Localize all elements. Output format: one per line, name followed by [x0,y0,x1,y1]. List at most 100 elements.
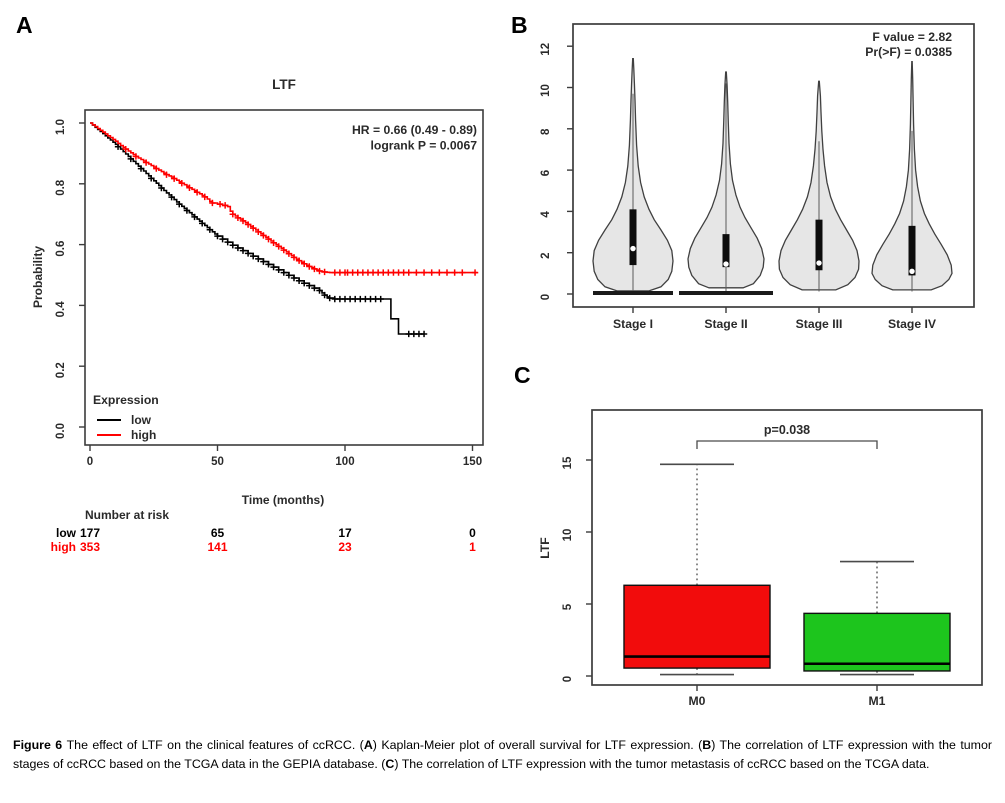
km-censor-mark [306,282,313,289]
nar-value: 23 [338,540,352,554]
box-ytick-label: 15 [562,456,574,469]
violin-iqr-bar [815,219,823,271]
km-censor-mark [260,232,267,239]
violin-ytick-label: 2 [540,252,552,258]
km-censor-mark [413,269,420,276]
km-censor-mark [153,165,160,172]
km-annotation: logrank P = 0.0067 [371,139,478,153]
km-censor-mark [405,269,412,276]
km-censor-mark [471,269,479,276]
km-censor-mark [295,257,303,264]
km-censor-mark [132,153,140,160]
km-censor-mark [280,246,287,254]
km-curve-low [90,122,424,335]
box-category-label: M0 [689,694,706,708]
nar-value: 1 [469,540,476,554]
km-censor-mark [199,220,206,227]
km-xtick-label: 150 [463,456,482,468]
nar-header: Number at risk [85,508,169,522]
km-censor-mark [239,247,247,254]
km-censor-mark [214,232,221,240]
box-ytick-label: 0 [562,676,574,682]
km-censor-mark [216,200,224,208]
km-censor-mark [420,330,428,338]
km-censor-mark [176,200,183,208]
nar-value: 141 [207,540,227,554]
km-censor-mark [451,269,458,276]
km-censor-mark [206,226,214,233]
km-plot-frame [84,109,484,446]
box-M1 [803,612,951,672]
km-censor-mark [321,268,328,276]
km-censor-mark [250,252,257,260]
km-censor-mark [229,211,236,218]
km-ytick-label: 1.0 [55,119,67,135]
km-legend-label: high [131,428,156,442]
km-title: LTF [272,77,296,92]
km-censor-mark [275,266,282,274]
violin-ytick-label: 12 [540,43,552,56]
violin-ytick-label: 8 [540,128,552,135]
caption-segment: Figure 6 [13,738,67,752]
km-censor-mark [239,217,247,225]
km-censor-mark [377,295,384,303]
km-censor-mark [306,263,313,270]
km-ytick-label: 0.4 [55,301,67,318]
box-ytick-label: 10 [562,529,574,542]
km-xtick-label: 0 [87,456,93,468]
km-ytick-label: 0.2 [55,362,67,378]
box-M0 [623,584,771,669]
nar-row-label: low [56,526,77,540]
km-censor-mark [260,258,267,265]
km-censor-mark [326,294,333,302]
km-censor-mark [158,184,165,192]
panel-c-label: C [514,362,531,388]
km-censor-mark [270,239,277,246]
km-censor-mark [420,269,428,276]
caption-segment: ) The correlation of LTF expression with… [13,738,992,772]
km-censor-mark [301,260,308,267]
violin-iqr-bar [629,209,637,266]
km-censor-mark [265,261,272,268]
km-censor-mark [122,145,129,153]
figure-charts: LTF HR = 0.66 (0.49 - 0.89) logrank P = 0.… [31,23,983,708]
km-legend-title: Expression [93,393,159,407]
km-censor-mark [142,159,150,166]
km-censor-mark [170,175,178,182]
km-censor-mark [428,269,435,276]
violin-median-dot [630,245,636,252]
km-censor-mark [244,221,252,228]
km-censor-mark [285,250,293,257]
nar-value: 0 [469,526,476,540]
box-category-label: M1 [869,694,886,708]
km-censor-mark [244,250,252,257]
nar-value: 353 [80,540,100,554]
km-censor-mark [234,214,242,222]
violin-ytick-label: 0 [540,294,552,300]
km-ylabel: Probability [31,246,45,308]
violin-ytick-label: 10 [540,84,552,97]
km-censor-mark [321,291,328,299]
caption-segment: The effect of LTF on the clinical featur… [66,738,364,752]
km-ytick-label: 0.8 [55,179,67,196]
box-p-value: p=0.038 [764,423,810,437]
km-censor-mark [290,274,298,282]
significance-bracket [696,440,878,449]
violin-category-label: Stage IV [888,317,937,331]
km-censor-mark [178,179,185,187]
caption-segment: C [385,757,395,772]
box-plot-frame [591,409,983,686]
km-censor-mark [301,280,308,287]
km-censor-mark [275,243,282,250]
km-xtick-label: 100 [335,456,354,468]
km-censor-mark [290,254,298,261]
km-censor-mark [193,189,201,196]
km-censor-mark [255,255,262,263]
caption-segment: ) The correlation of LTF expression with… [394,757,930,772]
km-censor-mark [255,228,262,236]
km-censor-mark [436,269,443,276]
km-xlabel: Time (months) [242,493,324,507]
nar-row-label: high [51,540,76,554]
km-censor-mark [443,269,451,276]
